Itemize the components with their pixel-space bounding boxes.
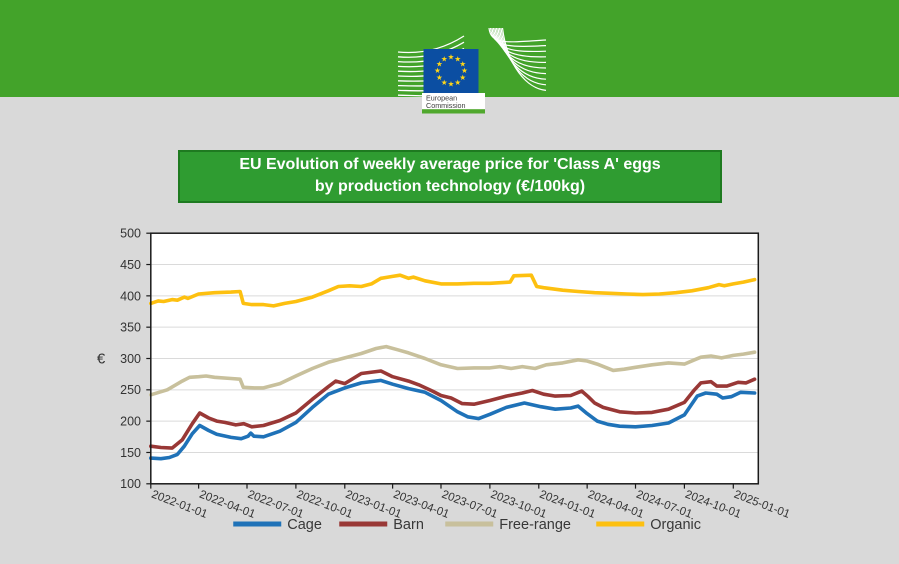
- eu-star-icon: ★: [459, 59, 466, 68]
- legend-item-organic: Organic: [596, 517, 701, 533]
- eu-star-icon: ★: [434, 66, 441, 75]
- eu-star-icon: ★: [448, 80, 455, 89]
- ec-logo-right-wave-icon: [488, 28, 547, 91]
- y-tick-label: 200: [120, 415, 141, 429]
- series-line-free-range: [149, 344, 757, 397]
- y-tick-label: 500: [120, 227, 141, 241]
- logo-wave-line: [497, 28, 547, 75]
- y-axis-unit-label: €: [97, 351, 106, 368]
- y-tick-label: 400: [120, 289, 141, 303]
- eu-star-icon: ★: [436, 73, 443, 82]
- eu-star-icon: ★: [448, 53, 455, 62]
- logo-green-bar: [422, 109, 485, 114]
- y-tick-label: 250: [120, 383, 141, 397]
- series-line-cage: [149, 378, 757, 461]
- eu-star-icon: ★: [454, 78, 461, 87]
- series-line-barn: [149, 369, 757, 450]
- eu-star-icon: ★: [454, 54, 461, 63]
- logo-wave-line: [501, 28, 547, 91]
- y-tick-label: 350: [120, 321, 141, 335]
- logo-wave-line: [495, 28, 547, 69]
- eu-star-icon: ★: [441, 54, 448, 63]
- legend-item-free-range: Free-range: [445, 517, 571, 533]
- logo-text-commission: Commission: [426, 101, 466, 110]
- logo-text-plate: [422, 93, 485, 114]
- logo-wave-line: [500, 28, 547, 86]
- y-tick-label: 100: [120, 477, 141, 491]
- legend-label-barn: Barn: [393, 517, 424, 533]
- legend-label-organic: Organic: [650, 517, 701, 533]
- logo-wave-line: [494, 28, 547, 64]
- eu-flag-stars: ★ ★★★★★★★★★★★: [434, 53, 468, 89]
- page-title: EU Evolution of weekly average price for…: [178, 150, 722, 203]
- eu-star-icon: ★: [441, 78, 448, 87]
- legend-label-cage: Cage: [287, 517, 322, 533]
- logo-text-european: European: [426, 93, 457, 102]
- legend: Cage Barn Free-range Organic: [233, 517, 701, 533]
- y-tick-label: 450: [120, 258, 141, 272]
- european-commission-logo: ★ ★★★★★★★★★★★ European Commission: [397, 28, 547, 114]
- eu-flag-icon: [423, 49, 479, 93]
- series-line-organic: [149, 273, 757, 308]
- eu-star-icon: ★: [461, 66, 468, 75]
- y-tick-label: 150: [120, 446, 141, 460]
- eu-star-icon: ★: [459, 73, 466, 82]
- logo-wave-line: [492, 28, 547, 58]
- legend-item-barn: Barn: [339, 517, 424, 533]
- logo-wave-line: [498, 28, 547, 80]
- title-line-1: EU Evolution of weekly average price for…: [239, 156, 661, 173]
- logo-wave-line: [491, 28, 547, 53]
- legend-label-free-range: Free-range: [499, 517, 571, 533]
- legend-item-cage: Cage: [233, 517, 322, 533]
- title-line-2: by production technology (€/100kg): [314, 177, 586, 195]
- x-tick-label: 2025-01-01: [732, 489, 791, 521]
- eu-star-icon: ★: [436, 59, 443, 68]
- y-tick-label: 300: [120, 352, 141, 366]
